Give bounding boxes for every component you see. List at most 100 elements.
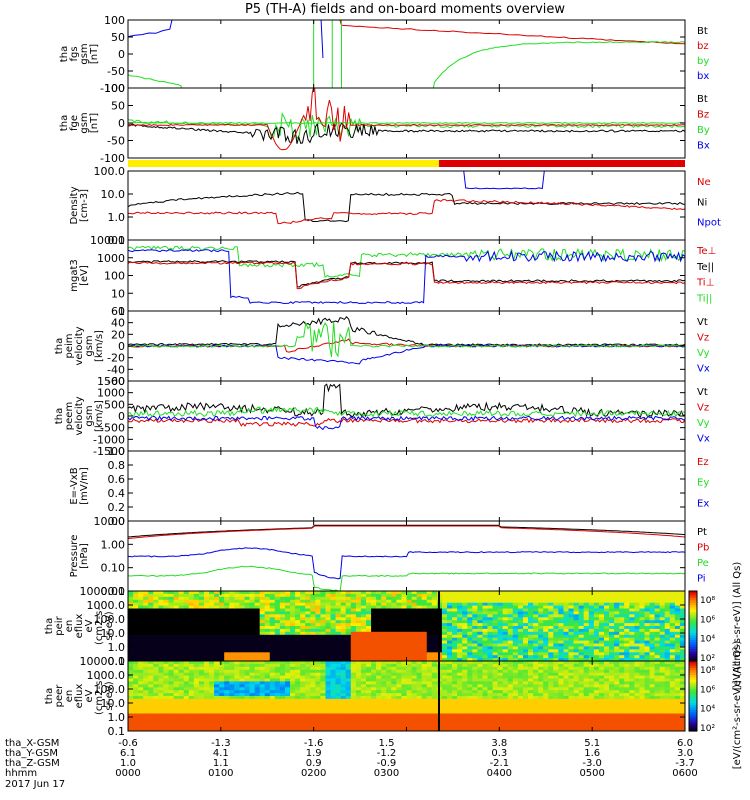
colorbar-cell — [689, 602, 697, 606]
legend-fgs-gsm-0: Bt — [697, 26, 708, 37]
ytick-label: 20 — [111, 328, 125, 341]
legend-fge-gsm-3: Bx — [697, 141, 710, 152]
y-axis-label: mgat3[eV] — [69, 259, 90, 292]
y-axis-label: thapeemvelocitygsm[km/s] — [54, 396, 105, 435]
ytick-label: 100.0 — [94, 165, 126, 178]
series-Ne — [128, 199, 685, 225]
y-axis-label: E=-VxB[mV/m] — [69, 467, 90, 505]
plot-area — [128, 245, 685, 305]
colorbar-cell — [689, 628, 697, 632]
series-Vy — [128, 406, 685, 418]
colorbar-cell — [689, 600, 697, 604]
ytick-label: 0.4 — [108, 487, 126, 500]
ytick-label: -50 — [107, 135, 125, 148]
colorbar-tick: 10⁶ — [700, 685, 715, 695]
spike — [320, 20, 324, 59]
ytick-label: -100 — [100, 152, 125, 165]
colorbar-cell — [689, 637, 697, 641]
colorbar-cell — [689, 658, 697, 662]
legend-temperature-2: Ti⊥ — [696, 278, 714, 289]
y-axis-label: Pressure[nPa] — [69, 535, 90, 578]
xaxis-row-label-3: hhmm — [5, 768, 37, 779]
xaxis-value: 0400 — [487, 768, 512, 779]
plot-area — [128, 661, 685, 731]
figure-title: P5 (TH-A) fields and on-board moments ov… — [245, 2, 565, 17]
xaxis-value: -0.6 — [118, 738, 138, 749]
colorbar-cell — [689, 710, 697, 713]
xaxis-value: 5.1 — [584, 738, 600, 749]
colorbar-cell — [689, 612, 697, 615]
ytick-label: 1.0 — [108, 641, 126, 654]
colorbar-cell — [689, 672, 697, 676]
colorbar-cell — [689, 684, 697, 688]
ytick-label: 1000.0 — [87, 599, 126, 612]
xaxis-value: 0300 — [374, 768, 399, 779]
legend-pressure-2: Pe — [697, 558, 709, 569]
panels: 100500-50-100thafgsgsm[nT]Btbzbybx100500… — [44, 14, 721, 738]
colorbar-frame — [688, 660, 698, 732]
series-Vx — [128, 415, 685, 431]
colorbar-tick: 10⁸ — [700, 596, 715, 606]
xaxis-value: 1.1 — [213, 758, 229, 769]
xaxis-value: 1.5 — [379, 738, 395, 749]
legend-pressure-0: Pt — [697, 527, 707, 538]
ytick-label: 50 — [111, 31, 125, 44]
series-Vt — [128, 316, 685, 347]
y-axis-label: Density[cm-3] — [69, 186, 90, 224]
panel-frame — [127, 380, 686, 452]
ytick-label: 100.0 — [94, 683, 126, 696]
xaxis-value: -1.3 — [211, 738, 231, 749]
ytick-label: 1000.0 — [87, 669, 126, 682]
ytick-label: 0.1 — [108, 234, 126, 247]
xaxis-value: 0.9 — [306, 758, 322, 769]
ytick-label: 1.0 — [108, 711, 126, 724]
series-Ni — [128, 191, 685, 223]
ytick-label: 10.0 — [101, 188, 126, 201]
ytick-label: -20 — [107, 352, 125, 365]
xaxis-value: -1.2 — [377, 748, 397, 759]
ytick-label: 1.0 — [108, 211, 126, 224]
ytick-label: 50 — [111, 100, 125, 113]
ytick-label: 0 — [118, 410, 125, 423]
colorbar-tick: 10² — [700, 724, 715, 734]
xaxis-value: 3.0 — [677, 748, 693, 759]
ytick-label: 100 — [104, 14, 125, 27]
legend-efield-2: Ex — [697, 498, 709, 509]
colorbar-cell — [689, 619, 697, 622]
legend-fgs-gsm-1: bz — [697, 41, 709, 52]
colorbar-cell — [689, 661, 697, 664]
ytick-label: 40 — [111, 317, 125, 330]
colorbar-cell — [689, 691, 697, 695]
x-axis-labels: tha_X-GSM -0.6 -1.3 -1.6 1.5 3.8 5.1 6.0 tha_Y-G… — [5, 738, 698, 790]
ytick-label: 500 — [104, 398, 125, 411]
colorbar-cell — [689, 647, 697, 650]
xaxis-value: -1.6 — [304, 738, 324, 749]
xaxis-value: 3.8 — [491, 738, 507, 749]
ytick-label: 0 — [118, 340, 125, 353]
ytick-label: -1000 — [93, 433, 125, 446]
colorbar-cell — [689, 717, 697, 720]
ytick-label: -100 — [100, 82, 125, 95]
ytick-label: 1.0 — [108, 445, 126, 458]
legend-fge-gsm-1: Bz — [697, 110, 709, 121]
xaxis-value: -3.0 — [582, 758, 602, 769]
legend-peem-velocity-1: Vz — [697, 403, 709, 414]
colorbar-cell — [689, 703, 697, 706]
panel-density: 100.0 10.0 1.0 0.1 Density[cm-3] Ne Ni Npot — [69, 165, 721, 247]
plot-area — [128, 316, 685, 365]
legend-temperature-0: Te⊥ — [696, 246, 716, 257]
xaxis-row-label-2: tha_Z-GSM — [5, 758, 60, 769]
colorbar-cell — [689, 609, 697, 613]
xaxis-value: -0.9 — [377, 758, 397, 769]
colorbar-cell — [689, 591, 697, 594]
colorbar-cell — [689, 651, 697, 655]
colorbar-cell — [689, 728, 697, 732]
xaxis-value: 0500 — [579, 768, 604, 779]
colorbar-cell — [689, 614, 697, 618]
series-Bx — [128, 121, 685, 125]
colorbar-cell — [689, 605, 697, 608]
status-fast-survey — [438, 160, 685, 167]
mode-status-bar — [128, 160, 685, 167]
xaxis-value: 1.0 — [120, 758, 136, 769]
colorbar-cell — [689, 714, 697, 718]
